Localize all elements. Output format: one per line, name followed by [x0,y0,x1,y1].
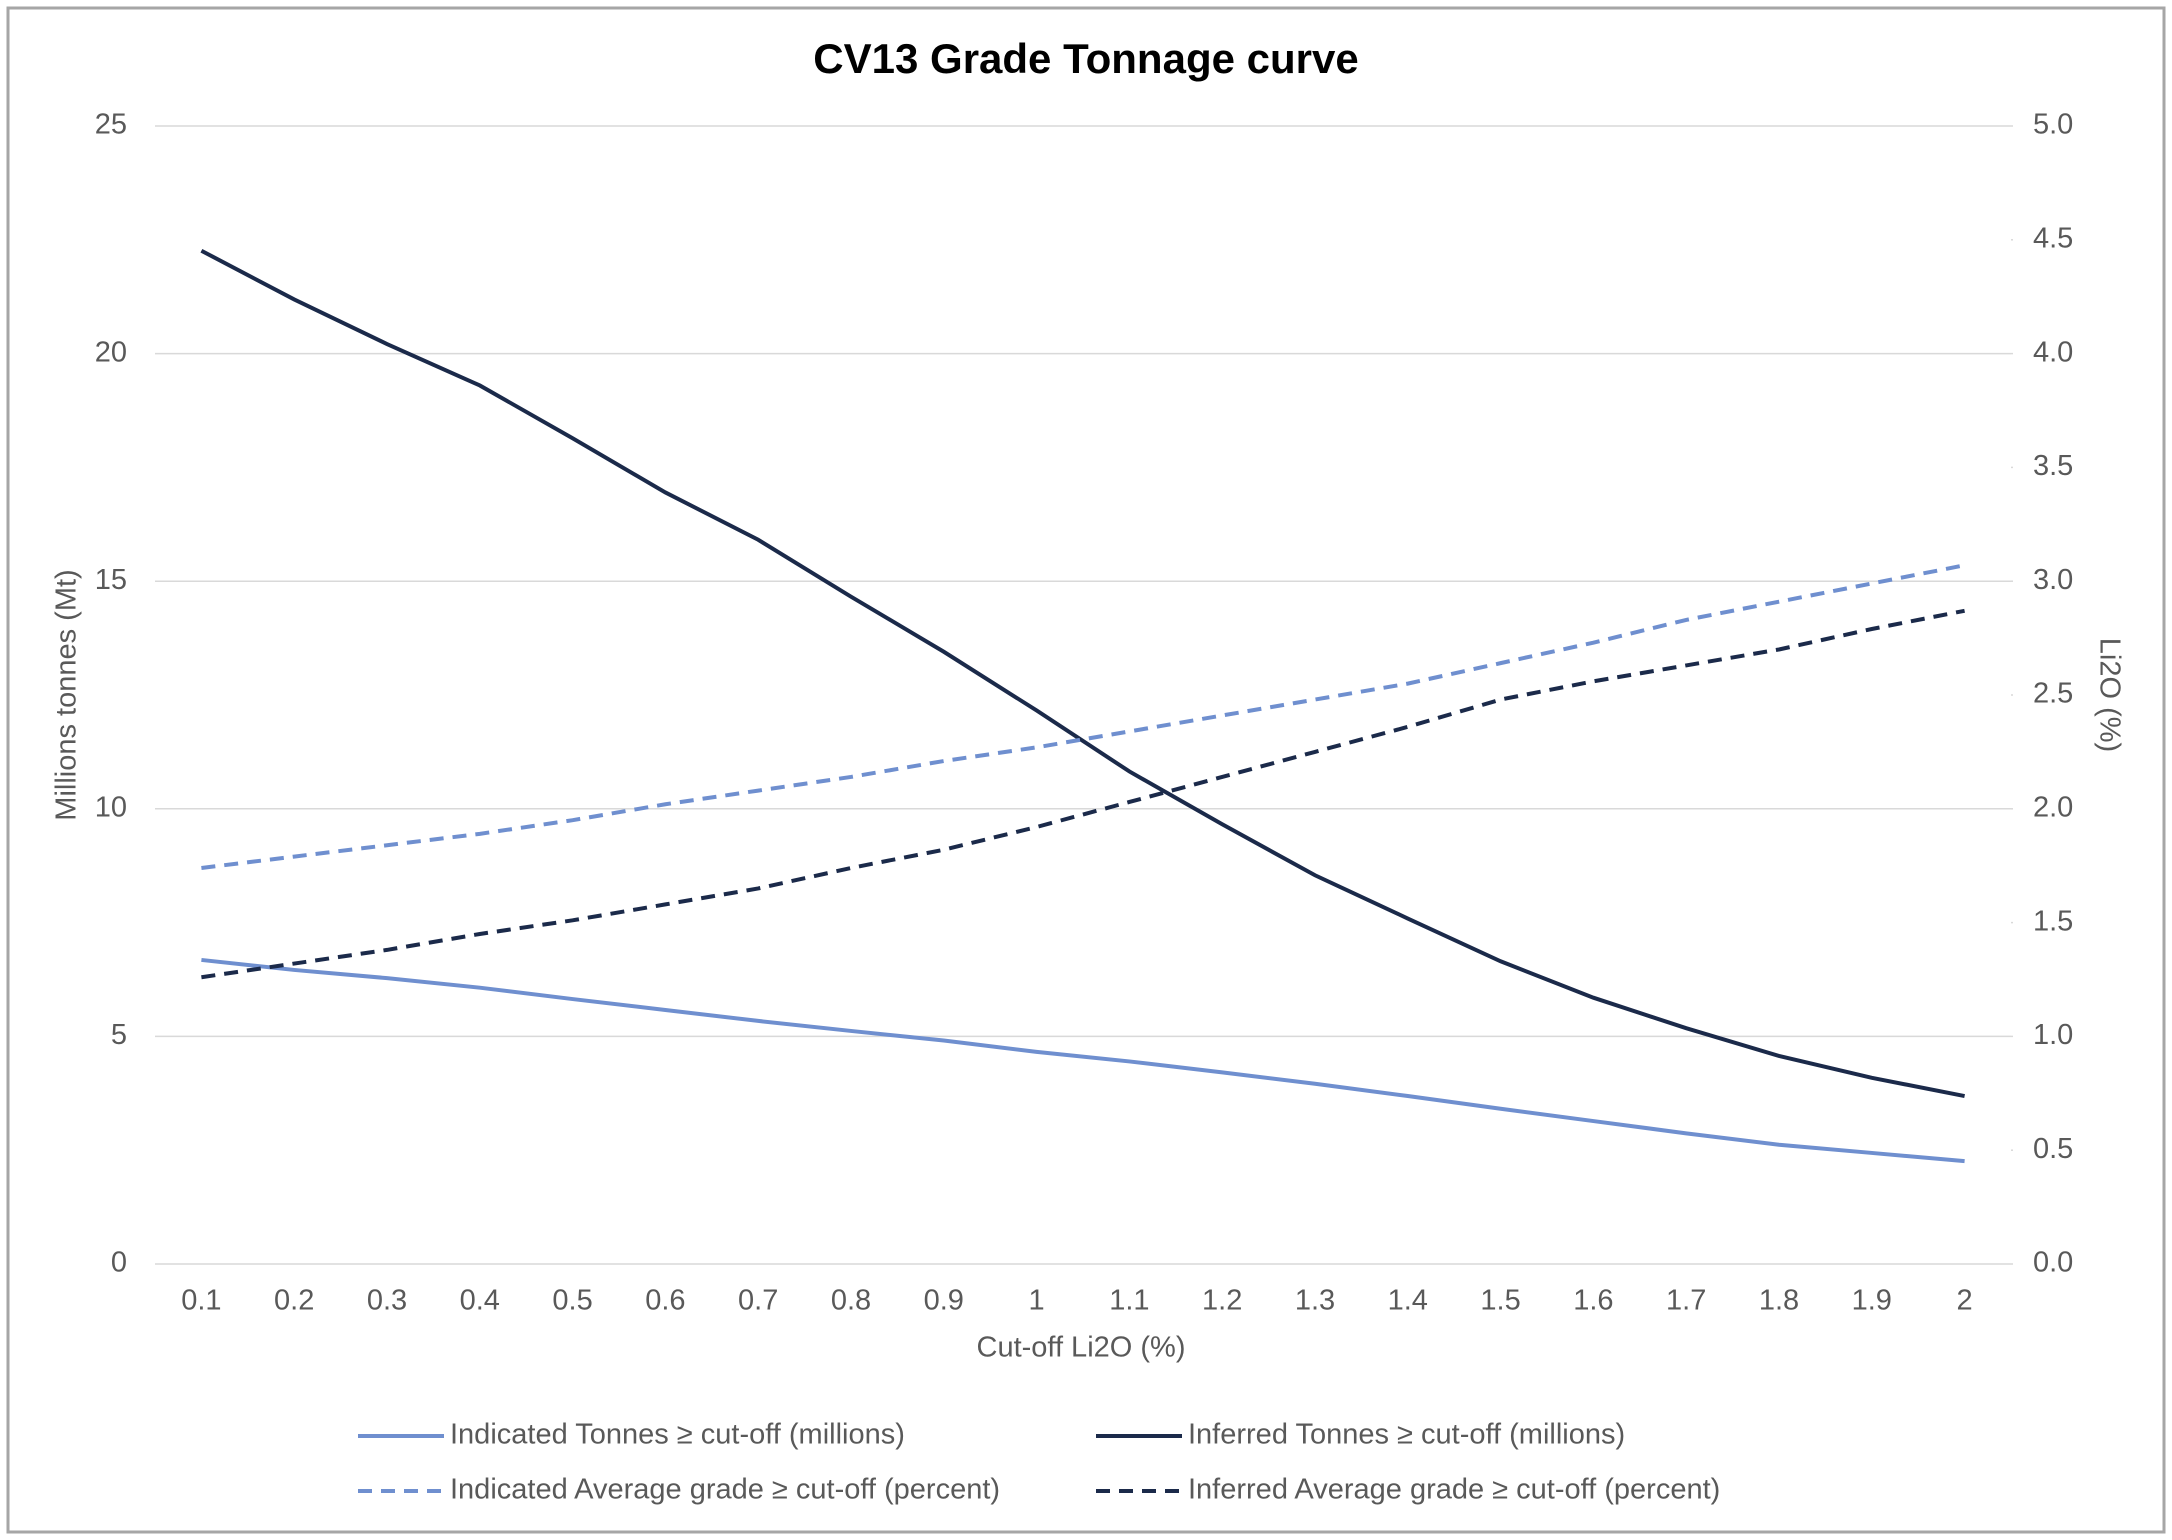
y2-tick-label: 4.5 [2033,222,2073,254]
y2-tick-label: 2.5 [2033,678,2073,710]
y2-tick-label: 2.0 [2033,791,2073,823]
x-tick-label: 1.3 [1295,1285,1335,1317]
y-tick-label: 20 [95,336,127,368]
series-line [201,957,1965,1164]
x-tick-label: 0.9 [924,1285,964,1317]
legend-label: Inferred Tonnes ≥ cut-off (millions) [1188,1419,1625,1451]
y2-axis-label: Li2O (%) [2093,638,2125,752]
x-tick-label: 0.8 [831,1285,871,1317]
legend-label: Indicated Tonnes ≥ cut-off (millions) [450,1419,905,1451]
y2-tick-label: 1.5 [2033,905,2073,937]
x-tick-label: 1.7 [1666,1285,1706,1317]
y-axis-label: Millions tonnes (Mt) [51,569,83,820]
x-tick-label: 0.1 [181,1285,221,1317]
legend-label: Inferred Average grade ≥ cut-off (percen… [1188,1474,1720,1506]
x-tick-label: 1.1 [1109,1285,1149,1317]
x-tick-label: 1.9 [1852,1285,1892,1317]
y2-tick-label: 1.0 [2033,1019,2073,1051]
y-tick-label: 5 [111,1019,127,1051]
y-tick-label: 10 [95,791,127,823]
y2-tick-label: 3.5 [2033,450,2073,482]
x-tick-label: 0.6 [645,1285,685,1317]
x-tick-label: 1.6 [1573,1285,1613,1317]
chart-border [6,6,2166,1534]
x-tick-label: 0.4 [460,1285,500,1317]
y2-tick-label: 5.0 [2033,109,2073,141]
y2-tick-label: 0.0 [2033,1247,2073,1279]
x-tick-label: 1.5 [1480,1285,1520,1317]
chart-title: CV13 Grade Tonnage curve [813,35,1358,82]
y2-tick-label: 4.0 [2033,336,2073,368]
y-tick-label: 15 [95,564,127,596]
x-tick-label: 2 [1957,1285,1973,1317]
x-tick-label: 0.2 [274,1285,314,1317]
x-axis-label: Cut-off Li2O (%) [977,1332,1186,1364]
series-line [201,608,1965,980]
x-tick-label: 1.8 [1759,1285,1799,1317]
x-tick-label: 1.4 [1388,1285,1428,1317]
x-tick-label: 1.2 [1202,1285,1242,1317]
y2-tick-label: 0.5 [2033,1133,2073,1165]
y2-tick-label: 3.0 [2033,564,2073,596]
legend-label: Indicated Average grade ≥ cut-off (perce… [450,1474,1000,1506]
y-tick-label: 0 [111,1247,127,1279]
x-tick-label: 1 [1029,1285,1045,1317]
x-tick-label: 0.7 [738,1285,778,1317]
y-tick-label: 25 [95,109,127,141]
x-tick-label: 0.3 [367,1285,407,1317]
series-line [200,248,1965,1098]
x-tick-label: 0.5 [552,1285,592,1317]
